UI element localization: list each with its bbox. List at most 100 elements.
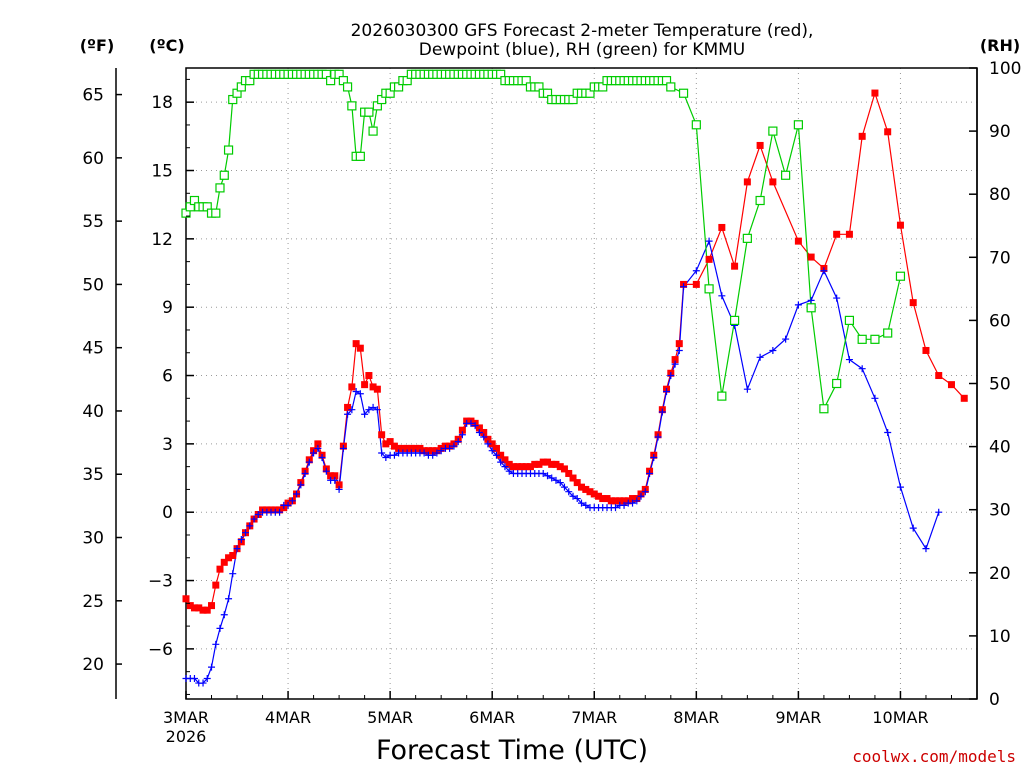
temperature-point [807, 253, 815, 261]
dewpoint-point [216, 624, 224, 632]
dewpoint-point [569, 492, 577, 500]
dewpoint-point [629, 499, 637, 507]
temperature-point [199, 606, 207, 614]
dewpoint-point [705, 237, 713, 245]
dewpoint-point [922, 545, 930, 553]
temperature-point [675, 340, 683, 348]
fahrenheit-tick-label: 65 [82, 86, 104, 106]
dewpoint-point [310, 449, 318, 457]
temperature-point [539, 458, 547, 466]
rh-point [219, 170, 229, 180]
dewpoint-point [454, 438, 462, 446]
dewpoint-point [663, 387, 671, 395]
x-tick-label: 5MAR [367, 708, 413, 727]
dewpoint-point [680, 283, 688, 291]
temperature-point [578, 483, 585, 491]
dewpoint-point [484, 440, 492, 448]
dewpoint-point [208, 663, 216, 671]
temperature-point [884, 128, 892, 136]
rh-point [691, 120, 701, 130]
dewpoint-point [450, 442, 458, 450]
dewpoint-point [318, 454, 326, 462]
rh-point [211, 208, 221, 218]
temperature-point [518, 463, 526, 471]
temperature-point [743, 178, 751, 186]
dewpoint-point [190, 674, 198, 682]
temperature-point [212, 581, 220, 589]
dewpoint-markers [182, 237, 943, 687]
x-tick-label: 4MAR [265, 708, 311, 727]
celsius-tick-label: 0 [162, 503, 173, 523]
rh-line [185, 73, 902, 411]
rh-point [832, 378, 842, 389]
dewpoint-point [301, 469, 309, 477]
temperature-point [407, 444, 415, 452]
temperature-point [522, 463, 530, 471]
watermark: coolwx.com/models [852, 747, 1016, 766]
dewpoint-point [539, 469, 547, 477]
rh-point [364, 107, 374, 117]
temperature-point [794, 237, 802, 245]
temperature-point [548, 460, 556, 468]
rh-tick-label: 0 [989, 690, 1000, 710]
dewpoint-point [356, 390, 364, 398]
dewpoint-point [548, 474, 556, 482]
temperature-point [492, 444, 500, 452]
temperature-point [386, 438, 394, 446]
dewpoint-point [896, 483, 904, 491]
rh-tick-label: 80 [989, 185, 1011, 205]
dewpoint-point [544, 472, 552, 480]
dewpoint-point [858, 365, 866, 373]
rh-tick-label: 90 [989, 122, 1011, 142]
dewpoint-point [378, 449, 386, 457]
dewpoint-point [820, 267, 828, 275]
fahrenheit-tick-label: 45 [82, 339, 104, 359]
chart-title-line-2: Dewpoint (blue), RH (green) for KMMU [419, 40, 746, 60]
dewpoint-point [382, 454, 390, 462]
temperature-point [182, 595, 190, 603]
temperature-point [595, 492, 603, 500]
grid [186, 68, 977, 699]
dewpoint-point [807, 296, 815, 304]
dewpoint-point [675, 346, 683, 354]
dewpoint-point [322, 467, 330, 475]
dewpoint-point [782, 335, 790, 343]
temperature-point [756, 141, 764, 149]
rh-point [223, 145, 234, 155]
temperature-point [935, 372, 943, 380]
rh-point [742, 233, 752, 243]
dewpoint-point [233, 545, 241, 553]
dewpoint-point [390, 451, 398, 459]
celsius-tick-label: −3 [148, 572, 173, 592]
temperature-point [216, 565, 224, 573]
dewpoint-point [352, 387, 360, 395]
dewpoint-point [467, 419, 475, 427]
temperature-point [909, 299, 917, 307]
rh-point [755, 195, 765, 206]
temperature-point [365, 372, 373, 380]
dewpoint-point [654, 433, 662, 441]
x-axis-label: Forecast Time (UTC) [376, 735, 648, 766]
dewpoint-point [756, 353, 764, 361]
rh-point [768, 126, 778, 136]
rh-tick-label: 10 [989, 627, 1011, 647]
dewpoint-point [556, 479, 564, 487]
dewpoint-point [492, 451, 500, 459]
rh-point [678, 88, 689, 98]
dewpoint-point [658, 408, 666, 416]
fahrenheit-tick-label: 55 [82, 212, 104, 232]
dewpoint-point [611, 504, 619, 512]
rh-tick-label: 40 [989, 438, 1011, 458]
dewpoint-point [284, 501, 292, 509]
temperature-point [845, 230, 853, 238]
temperature-point [731, 262, 739, 270]
dewpoint-point [794, 301, 802, 309]
temperature-point [225, 554, 233, 562]
dewpoint-point [339, 444, 347, 452]
temperature-point [369, 383, 377, 391]
dewpoint-point [361, 410, 369, 418]
dewpoint-point [335, 485, 343, 493]
temperature-point [509, 463, 517, 471]
